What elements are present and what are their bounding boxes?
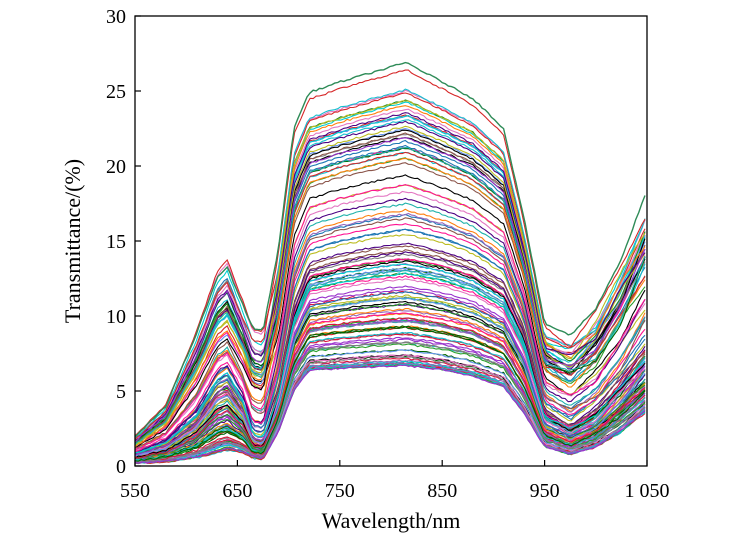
x-tick-label: 850 <box>427 480 457 502</box>
spectrum-line <box>134 242 646 454</box>
spectrum-line <box>134 190 646 452</box>
spectrum-line <box>134 361 646 463</box>
spectrum-line <box>134 157 646 451</box>
x-tick-label: 550 <box>120 480 150 502</box>
spectrum-line-max <box>134 61 646 438</box>
spectrum-line <box>134 258 646 457</box>
spectrum-line <box>134 88 646 446</box>
spectrum-line <box>134 234 646 455</box>
spectrum-line <box>134 349 646 464</box>
x-tick-label: 1 050 <box>625 480 670 502</box>
spectrum-line <box>134 297 646 457</box>
spectrum-line <box>134 197 646 455</box>
spectrum-line <box>134 157 646 445</box>
spectrum-line <box>134 147 646 445</box>
spectrum-line <box>134 317 646 461</box>
spectrum-line <box>134 69 646 440</box>
y-tick-label: 25 <box>106 81 126 103</box>
spectrum-line <box>134 356 646 463</box>
y-tick-label: 20 <box>106 156 126 178</box>
spectrum-line <box>134 137 646 443</box>
spectrum-line <box>134 325 646 462</box>
y-tick-label: 10 <box>106 306 126 328</box>
spectrum-line <box>134 133 646 441</box>
spectrum-line <box>134 260 646 459</box>
series-layer <box>134 61 646 465</box>
x-tick-label: 750 <box>325 480 355 502</box>
x-tick-label: 650 <box>222 480 252 502</box>
spectrum-line <box>134 245 646 457</box>
spectrum-line <box>134 333 646 463</box>
plot-frame <box>134 15 648 467</box>
spectrum-line <box>134 278 646 457</box>
spectrum-line <box>134 129 646 449</box>
y-axis-title: Transmittance/(%) <box>60 159 85 323</box>
x-tick-label: 950 <box>530 480 560 502</box>
spectrum-line <box>134 228 646 455</box>
y-tick-label: 0 <box>116 456 126 478</box>
spectrum-line <box>134 92 646 437</box>
spectrum-line <box>134 115 646 439</box>
spectrum-line <box>134 202 646 450</box>
spectrum-line <box>134 317 646 459</box>
y-tick-label: 30 <box>106 6 126 28</box>
x-axis-title: Wavelength/nm <box>322 508 461 533</box>
spectrum-line <box>134 99 646 444</box>
spectrum-line <box>134 112 646 442</box>
y-tick-label: 5 <box>116 381 126 403</box>
y-tick-label: 15 <box>106 231 126 253</box>
spectrum-line <box>134 184 646 451</box>
ticks-layer: 550 650 750 850 950 1 050 0 5 10 15 20 25 30 <box>106 6 670 502</box>
spectrum-line <box>134 217 646 449</box>
spectrum-line <box>134 212 646 455</box>
spectrum-line <box>134 108 646 440</box>
spectrum-line <box>134 151 646 447</box>
spectrum-line <box>134 119 646 440</box>
spectrum-line-min <box>134 364 646 464</box>
spectrum-line <box>134 341 646 463</box>
spectrum-line <box>134 162 646 451</box>
spectrum-line <box>134 137 646 444</box>
spectrum-line <box>134 147 646 442</box>
spectrum-line <box>134 263 646 454</box>
spectrum-line <box>134 223 646 453</box>
spectrum-line <box>134 291 646 459</box>
spectrum-line <box>134 100 646 447</box>
spectrum-line <box>134 151 646 444</box>
